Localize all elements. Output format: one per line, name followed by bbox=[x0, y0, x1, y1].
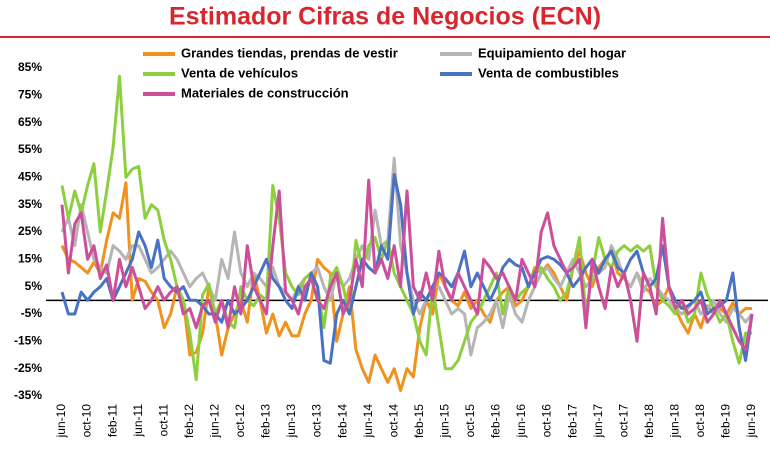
x-tick-label: feb-17 bbox=[565, 404, 579, 438]
x-tick-label: jun-10 bbox=[54, 404, 68, 439]
x-tick-label: jun-16 bbox=[514, 404, 528, 439]
legend-label: Venta de combustibles bbox=[478, 65, 619, 80]
legend-label: Equipamiento del hogar bbox=[478, 45, 626, 60]
chart-title: Estimador Cifras de Negocios (ECN) bbox=[169, 3, 601, 31]
y-tick-label: 75% bbox=[18, 88, 42, 102]
x-tick-label: feb-19 bbox=[719, 404, 733, 438]
x-tick-label: feb-11 bbox=[105, 404, 119, 437]
x-tick-label: jun-17 bbox=[591, 404, 605, 439]
y-tick-label: 5% bbox=[25, 279, 43, 293]
y-tick-label: 55% bbox=[18, 142, 42, 156]
x-tick-label: oct-10 bbox=[80, 404, 94, 438]
x-tick-label: oct-14 bbox=[386, 404, 400, 438]
x-tick-label: feb-13 bbox=[259, 404, 273, 438]
x-tick-label: oct-12 bbox=[233, 404, 247, 438]
x-tick-label: jun-14 bbox=[361, 404, 375, 439]
y-tick-label: 45% bbox=[18, 170, 42, 184]
y-tick-label: -5% bbox=[21, 306, 43, 320]
y-tick-label: -15% bbox=[14, 334, 42, 348]
x-tick-label: jun-19 bbox=[744, 404, 758, 439]
y-tick-label: -35% bbox=[14, 388, 42, 402]
x-tick-label: jun-12 bbox=[208, 404, 222, 439]
x-tick-label: jun-15 bbox=[438, 404, 452, 439]
y-tick-label: 15% bbox=[18, 252, 42, 266]
y-tick-label: 65% bbox=[18, 115, 42, 129]
y-tick-label: 25% bbox=[18, 224, 42, 238]
x-tick-label: feb-16 bbox=[489, 404, 503, 438]
legend-label: Venta de vehículos bbox=[181, 65, 298, 80]
y-tick-label: -25% bbox=[14, 361, 42, 375]
x-tick-label: feb-15 bbox=[412, 404, 426, 438]
x-tick-label: feb-12 bbox=[182, 404, 196, 438]
legend-label: Materiales de construcción bbox=[181, 85, 349, 100]
y-tick-label: 35% bbox=[18, 197, 42, 211]
series-line bbox=[60, 74, 752, 382]
x-tick-label: feb-14 bbox=[335, 404, 349, 438]
y-tick-label: 85% bbox=[18, 60, 42, 74]
x-tick-label: feb-18 bbox=[642, 404, 656, 438]
x-tick-label: oct-11 bbox=[156, 404, 170, 437]
x-tick-label: jun-18 bbox=[668, 404, 682, 439]
series-line bbox=[60, 178, 754, 351]
x-tick-label: oct-15 bbox=[463, 404, 477, 438]
x-tick-label: oct-17 bbox=[616, 404, 630, 438]
x-tick-label: oct-13 bbox=[310, 404, 324, 438]
x-tick-label: oct-16 bbox=[540, 404, 554, 438]
x-tick-label: jun-13 bbox=[284, 404, 298, 439]
x-tick-label: jun-11 bbox=[131, 404, 145, 438]
legend-label: Grandes tiendas, prendas de vestir bbox=[181, 45, 398, 60]
x-tick-label: oct-18 bbox=[693, 404, 707, 438]
